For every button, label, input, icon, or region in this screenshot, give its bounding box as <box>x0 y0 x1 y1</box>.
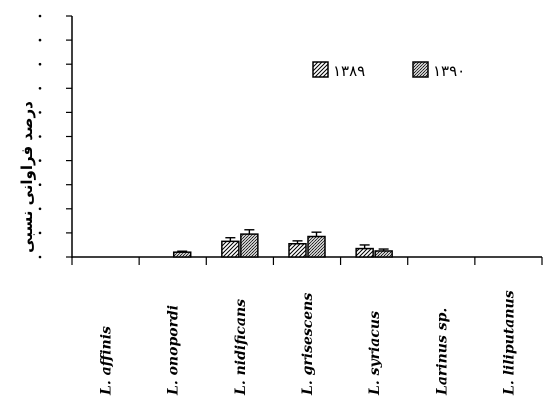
bar <box>374 250 393 258</box>
error-bars <box>177 229 389 253</box>
y-axis-label: درصد فراوانی نسبی <box>18 101 36 253</box>
category-label: L. syriacus <box>367 311 383 396</box>
category-label: L. nidificans <box>233 299 249 396</box>
bars <box>172 233 393 258</box>
bar <box>355 247 374 258</box>
legend-swatch-1389 <box>312 61 329 78</box>
y-tick-dot <box>38 111 42 114</box>
category-label: L. affinis <box>99 326 115 396</box>
legend-swatch-1390 <box>412 61 429 78</box>
y-tick-dot <box>38 231 42 235</box>
y-tick-dot <box>38 14 42 18</box>
y-tick-dot <box>38 87 42 90</box>
category-label: L. onopordi <box>166 305 182 396</box>
y-tick-dot <box>38 183 42 186</box>
y-tick-dot <box>38 159 42 162</box>
category-label: Larinus sp. <box>434 308 450 396</box>
bar <box>288 242 307 258</box>
category-label: L. liliputanus <box>501 290 517 396</box>
y-tick-dot <box>38 207 42 211</box>
y-ticks <box>38 14 72 259</box>
category-labels: L. affinis L. onopordi L. nidificans L. gri… <box>99 290 518 396</box>
category-label: L. grisescens <box>300 293 316 396</box>
bar <box>221 240 240 258</box>
y-tick-dot <box>38 135 42 138</box>
legend-label-1389: ۱۳۸۹ <box>333 62 365 80</box>
bar <box>240 233 259 258</box>
legend-label-1390: ۱۳۹۰ <box>433 62 465 80</box>
y-tick-dot <box>38 255 42 259</box>
legend: ۱۳۸۹ ۱۳۹۰ <box>312 61 465 80</box>
bar <box>307 235 326 258</box>
y-tick-dot <box>38 38 42 42</box>
y-tick-dot <box>38 62 42 66</box>
bar <box>172 251 192 258</box>
x-ticks <box>71 257 543 265</box>
